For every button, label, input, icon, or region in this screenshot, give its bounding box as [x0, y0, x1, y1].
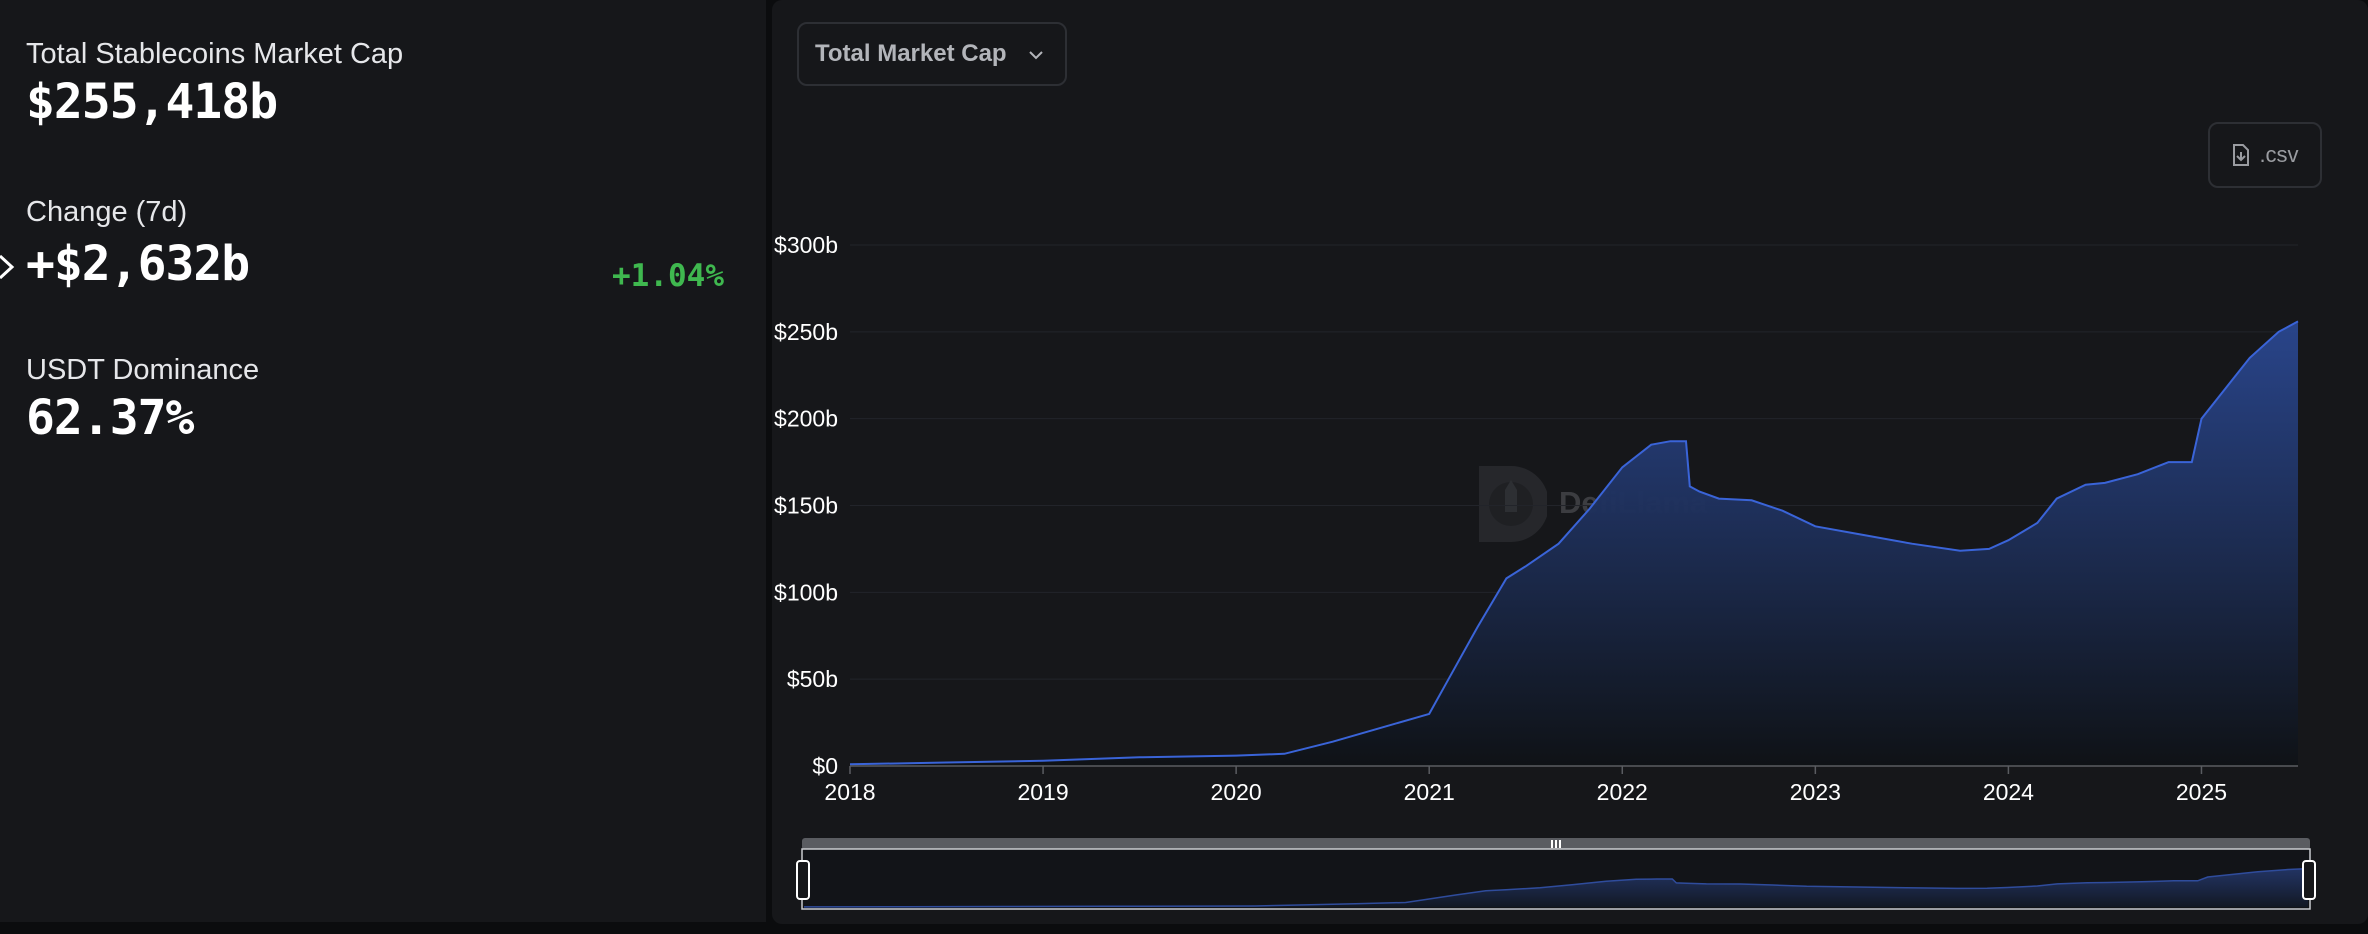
- series-area-fill: [850, 321, 2298, 766]
- x-axis: 2018 2019 2020 2021 2022 2023 2024 2025: [824, 765, 2298, 805]
- slider-preview-area: [803, 867, 2309, 908]
- chart-series-area: [849, 320, 2299, 766]
- series-line: [849, 320, 2299, 766]
- slider-preview-line: [803, 867, 2309, 908]
- x-tick-label: 2024: [1983, 779, 2034, 805]
- x-tick-label: 2021: [1404, 779, 1455, 805]
- x-tick-label: 2020: [1211, 779, 1262, 805]
- csv-label: .csv: [2259, 142, 2299, 167]
- csv-download-button[interactable]: .csv: [2208, 122, 2322, 188]
- chevron-down-icon: [1029, 51, 1043, 60]
- chart-type-dropdown[interactable]: Total Market Cap: [797, 22, 1067, 86]
- chart-panel: Total Market Cap .csv DefiLlama: [772, 0, 2368, 924]
- slider-left-handle[interactable]: [796, 860, 810, 900]
- y-tick-label: $100b: [774, 579, 838, 605]
- y-tick-label: $300b: [774, 232, 838, 258]
- total-mcap-value: $255,418b: [26, 74, 278, 130]
- x-tick-label: 2025: [2176, 779, 2227, 805]
- y-tick-label: $200b: [774, 406, 838, 432]
- stats-panel: Total Stablecoins Market Cap $255,418b C…: [0, 0, 766, 922]
- market-cap-chart[interactable]: $0 $50b $100b $150b $200b $250b $300b 2018 2019…: [772, 0, 2368, 924]
- x-tick-label: 2022: [1597, 779, 1648, 805]
- y-tick-label: $50b: [787, 666, 838, 692]
- slider-grip-icon: [1551, 840, 1561, 848]
- y-tick-label: $250b: [774, 319, 838, 345]
- change-value: +$2,632b: [26, 236, 250, 292]
- y-axis: $0 $50b $100b $150b $200b $250b $300b: [774, 232, 838, 779]
- usdt-dominance-label: USDT Dominance: [26, 354, 260, 386]
- slider-right-handle[interactable]: [2302, 860, 2316, 900]
- y-tick-label: $150b: [774, 493, 838, 519]
- change-label: Change (7d): [26, 196, 188, 228]
- x-tick-label: 2023: [1790, 779, 1841, 805]
- x-tick-label: 2018: [824, 779, 875, 805]
- x-tick-label: 2019: [1017, 779, 1068, 805]
- defillama-logo-icon: [1479, 466, 1547, 542]
- y-tick-label: $0: [812, 753, 838, 779]
- change-percent-badge: +1.04%: [612, 258, 724, 294]
- usdt-dominance-value: 62.37%: [26, 390, 194, 446]
- dropdown-label: Total Market Cap: [815, 40, 1007, 67]
- slider-preview-fill: [804, 868, 2308, 907]
- total-mcap-label: Total Stablecoins Market Cap: [26, 38, 404, 70]
- chevron-right-icon[interactable]: [0, 252, 18, 282]
- file-download-icon: [2233, 144, 2250, 166]
- range-slider[interactable]: [796, 838, 2316, 910]
